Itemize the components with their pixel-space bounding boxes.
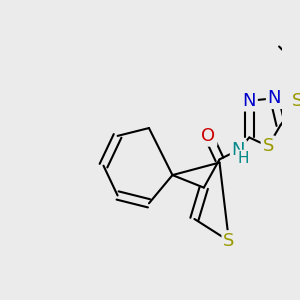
Text: N: N — [268, 89, 281, 107]
Text: N: N — [232, 141, 245, 159]
Text: H: H — [237, 151, 249, 166]
Text: S: S — [292, 92, 300, 110]
Text: O: O — [202, 127, 216, 145]
Text: N: N — [243, 92, 256, 110]
Text: S: S — [262, 137, 274, 155]
Text: S: S — [223, 232, 235, 250]
